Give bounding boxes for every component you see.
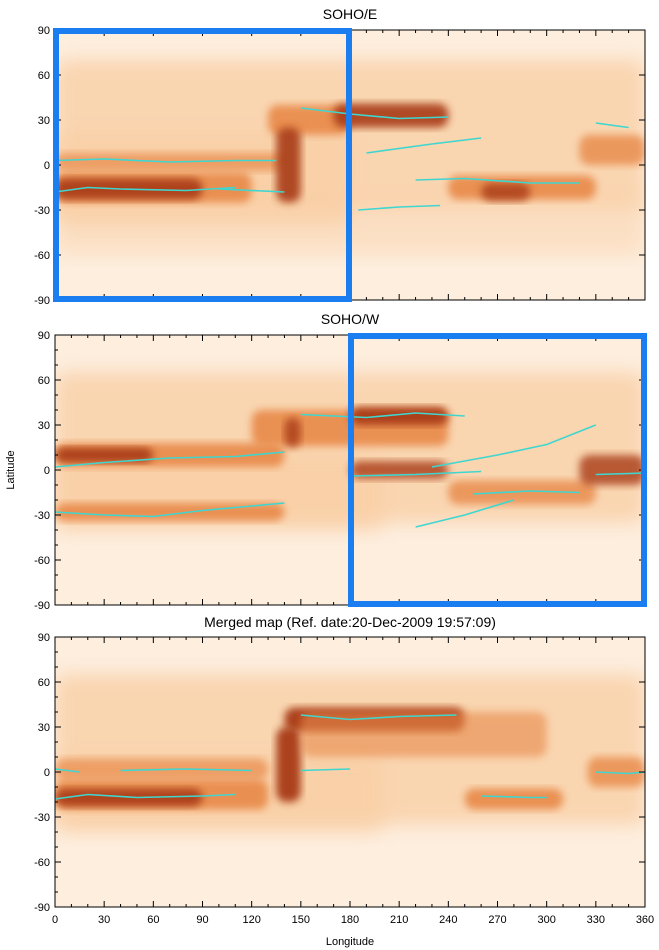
x-tick-label: 120 <box>242 914 260 926</box>
yticks-merged: 90 60 30 0 -30 -60 -90 <box>34 632 645 914</box>
y-tick-label: -30 <box>34 510 50 522</box>
y-tick-label: 0 <box>44 465 50 477</box>
heatmap-blob <box>333 103 449 128</box>
neutral-line <box>431 424 597 468</box>
x-tick-label: 360 <box>636 914 654 926</box>
neutral-line <box>595 472 646 476</box>
neutral-line <box>54 158 277 163</box>
neutral-line <box>481 795 547 799</box>
neutral-line <box>415 177 580 184</box>
heatmap-blob <box>276 727 301 802</box>
heatmap-blob <box>579 455 645 485</box>
neutral-line <box>54 451 285 468</box>
panel-title-merged: Merged map (Ref. date:20-Dec-2009 19:57:… <box>204 614 496 630</box>
panel-soho-e: SOHO/E 90 60 30 0 -30 -60 -90 <box>34 6 646 307</box>
yticks-soho-w: 90 60 30 0 -30 -60 -90 <box>34 330 645 612</box>
panel-title-soho-e: SOHO/E <box>323 6 377 22</box>
x-tick-label: 270 <box>488 914 506 926</box>
neutral-line <box>218 188 285 193</box>
neutral-lines-soho-e <box>54 107 629 211</box>
x-tick-label: 210 <box>390 914 408 926</box>
x-tick-label: 150 <box>292 914 310 926</box>
y-tick-label: 60 <box>38 70 50 82</box>
panel-merged: Merged map (Ref. date:20-Dec-2009 19:57:… <box>34 614 654 948</box>
neutral-line <box>595 122 629 129</box>
neutral-line <box>349 470 482 477</box>
y-tick-label: 60 <box>38 375 50 387</box>
y-tick-label: -90 <box>34 600 50 612</box>
neutral-line <box>358 204 441 211</box>
x-tick-label: 240 <box>439 914 457 926</box>
y-tick-label: 0 <box>44 160 50 172</box>
neutral-line <box>300 107 449 120</box>
heatmap-blob <box>587 757 645 787</box>
neutral-line <box>300 412 465 419</box>
y-tick-label: -60 <box>34 555 50 567</box>
xticks-merged: 0 30 60 90 120 150 180 210 240 270 300 330 360 <box>52 637 654 926</box>
highlight-box-soho-w <box>348 333 647 607</box>
y-tick-label: -30 <box>34 812 50 824</box>
x-axis-label: Longitude <box>326 936 374 948</box>
x-tick-label: 90 <box>196 914 208 926</box>
heatmap-blob <box>276 127 301 203</box>
y-tick-label: -60 <box>34 250 50 262</box>
neutral-line <box>54 768 80 773</box>
y-tick-label: -30 <box>34 205 50 217</box>
x-tick-label: 60 <box>147 914 159 926</box>
neutral-line <box>54 793 236 800</box>
heatmap-blob <box>300 712 547 757</box>
neutral-line <box>300 768 351 772</box>
heatmap-blob <box>579 135 645 165</box>
x-tick-label: 330 <box>587 914 605 926</box>
y-tick-label: 90 <box>38 632 50 644</box>
x-tick-label: 0 <box>52 914 58 926</box>
y-axis-label: Latitude <box>5 450 17 489</box>
y-tick-label: -60 <box>34 857 50 869</box>
heatmap-blob <box>350 407 449 425</box>
y-tick-label: 30 <box>38 722 50 734</box>
heatmap-blob <box>481 183 531 201</box>
xticks-soho-e <box>54 30 646 300</box>
heatmap-blob <box>448 480 596 505</box>
neutral-line <box>472 490 580 495</box>
y-tick-label: 0 <box>44 767 50 779</box>
y-tick-label: 90 <box>38 25 50 37</box>
heatmap-merged <box>55 637 645 907</box>
neutral-line <box>54 186 236 193</box>
panel-title-soho-w: SOHO/W <box>321 311 380 327</box>
y-tick-label: 30 <box>38 115 50 127</box>
neutral-line <box>54 502 285 518</box>
heatmap-blob <box>55 447 154 463</box>
y-tick-label: 60 <box>38 677 50 689</box>
panel-soho-w: SOHO/W 90 60 30 0 -30 -60 -90 Latitude <box>5 311 647 612</box>
neutral-line <box>366 137 482 154</box>
x-tick-label: 300 <box>537 914 555 926</box>
y-tick-label: -90 <box>34 902 50 914</box>
y-tick-label: 30 <box>38 420 50 432</box>
heatmap-blob <box>284 417 301 448</box>
neutral-lines-soho-w <box>54 412 646 528</box>
neutral-line <box>415 499 515 528</box>
y-tick-label: 90 <box>38 330 50 342</box>
heatmap-blob <box>464 788 564 810</box>
neutral-line <box>120 768 252 772</box>
x-tick-label: 180 <box>341 914 359 926</box>
neutral-line <box>300 714 457 721</box>
x-tick-label: 30 <box>98 914 110 926</box>
highlight-box-soho-e <box>53 28 352 302</box>
y-tick-label: -90 <box>34 295 50 307</box>
